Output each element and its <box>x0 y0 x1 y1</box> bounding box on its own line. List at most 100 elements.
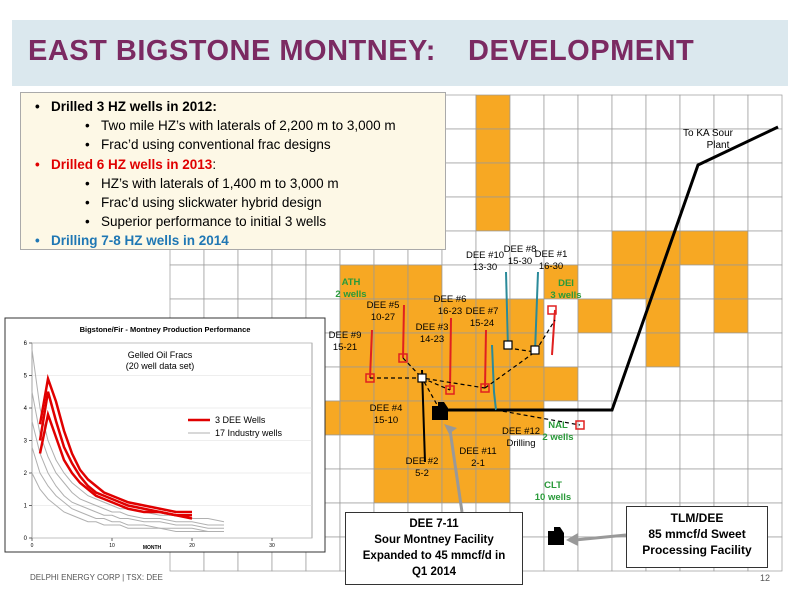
map-cell <box>645 230 681 266</box>
facility-icon <box>548 527 564 545</box>
legend-label: 17 Industry wells <box>215 428 283 438</box>
bullet: Superior performance to initial 3 wells <box>85 212 445 231</box>
well-label: 15-24 <box>470 318 494 329</box>
map-cell <box>713 332 749 368</box>
map-cell <box>747 162 783 198</box>
map-cell <box>713 162 749 198</box>
bullet: Drilled 6 HZ wells in 2013: <box>35 155 445 174</box>
map-cell <box>577 400 613 436</box>
well-pad <box>417 373 427 383</box>
map-cell <box>475 94 511 130</box>
operator-label: 2 wells <box>542 432 573 443</box>
map-cell <box>713 434 749 470</box>
well-pad <box>398 353 408 363</box>
map-cell <box>509 128 545 164</box>
map-cell <box>611 298 647 334</box>
well-pad <box>503 340 513 350</box>
bullet-text: Frac’d using conventional frac designs <box>101 137 331 153</box>
map-cell <box>611 162 647 198</box>
map-cell <box>475 230 511 266</box>
map-cell <box>577 298 613 334</box>
bullet-text: HZ’s with laterals of 1,400 m to 3,000 m <box>101 175 339 191</box>
map-line <box>440 125 779 412</box>
map-cell <box>407 468 443 504</box>
map-line <box>402 304 405 359</box>
map-cell <box>577 196 613 232</box>
map-cell <box>645 162 681 198</box>
map-cell <box>339 468 375 504</box>
map-cell <box>611 434 647 470</box>
map-cell <box>373 366 409 402</box>
map-cell <box>373 434 409 470</box>
map-line <box>534 271 539 353</box>
bullet-text: Drilled 6 HZ wells in 2013 <box>51 156 213 172</box>
y-tick-label: 5 <box>24 374 28 380</box>
map-cell <box>509 366 545 402</box>
map-cell <box>713 94 749 130</box>
map-cell <box>679 298 715 334</box>
map-cell <box>747 400 783 436</box>
map-cell <box>543 332 579 368</box>
map-cell <box>475 196 511 232</box>
map-cell <box>611 264 647 300</box>
map-line <box>491 344 497 411</box>
map-cell <box>441 196 477 232</box>
map-cell <box>577 230 613 266</box>
y-tick-label: 3 <box>24 439 28 445</box>
well-pad <box>480 383 490 393</box>
series-line <box>31 446 224 532</box>
map-cell <box>577 94 613 130</box>
well-label: 15-21 <box>333 342 357 353</box>
well-label: DEE #7 <box>466 306 499 317</box>
well-label: DEE #2 <box>406 456 439 467</box>
bullet: Two mile HZ’s with laterals of 2,200 m t… <box>85 116 445 135</box>
map-line <box>421 377 441 411</box>
map-cell <box>611 94 647 130</box>
map-cell <box>543 162 579 198</box>
map-cell <box>509 196 545 232</box>
title-bar: EAST BIGSTONE MONTNEY: DEVELOPMENT <box>12 20 788 86</box>
map-cell <box>577 366 613 402</box>
map-cell <box>577 162 613 198</box>
well-label: 15-30 <box>508 256 532 267</box>
map-cell <box>713 366 749 402</box>
map-cell <box>441 434 477 470</box>
map-cell <box>509 230 545 266</box>
map-cell <box>475 298 511 334</box>
map-line <box>449 317 452 391</box>
map-cell <box>577 264 613 300</box>
map-cell <box>407 332 443 368</box>
map-cell <box>611 468 647 504</box>
map-cell <box>577 536 613 572</box>
facility-icon <box>432 402 448 420</box>
well-label: DEE #9 <box>329 330 362 341</box>
map-cell <box>645 332 681 368</box>
arrow-head <box>566 533 578 546</box>
page-number: 12 <box>760 573 771 583</box>
bullet: Frac’d using conventional frac designs <box>85 135 445 154</box>
x-axis-label: MONTH <box>143 545 162 551</box>
map-cell <box>679 434 715 470</box>
map-cell <box>305 264 341 300</box>
operator-label: 10 wells <box>535 492 571 503</box>
map-cell <box>271 264 307 300</box>
well-label: Drilling <box>506 438 535 449</box>
map-cell <box>475 264 511 300</box>
map-cell <box>373 264 409 300</box>
map-cell <box>679 400 715 436</box>
map-cell <box>543 468 579 504</box>
well-pad <box>365 373 375 383</box>
operator-label: 3 wells <box>550 290 581 301</box>
well-label: DEE #5 <box>367 300 400 311</box>
callout-line: Expanded to 45 mmcf/d in <box>362 550 506 562</box>
map-cell <box>645 128 681 164</box>
map-cell <box>645 94 681 130</box>
well-pad <box>445 385 455 395</box>
map-cell <box>475 468 511 504</box>
map-cell <box>747 332 783 368</box>
well-label: 16-23 <box>438 306 462 317</box>
well-label: DEE #4 <box>370 403 403 414</box>
well-label: DEE #10 <box>466 250 504 261</box>
operator-label: NAL <box>548 420 568 431</box>
